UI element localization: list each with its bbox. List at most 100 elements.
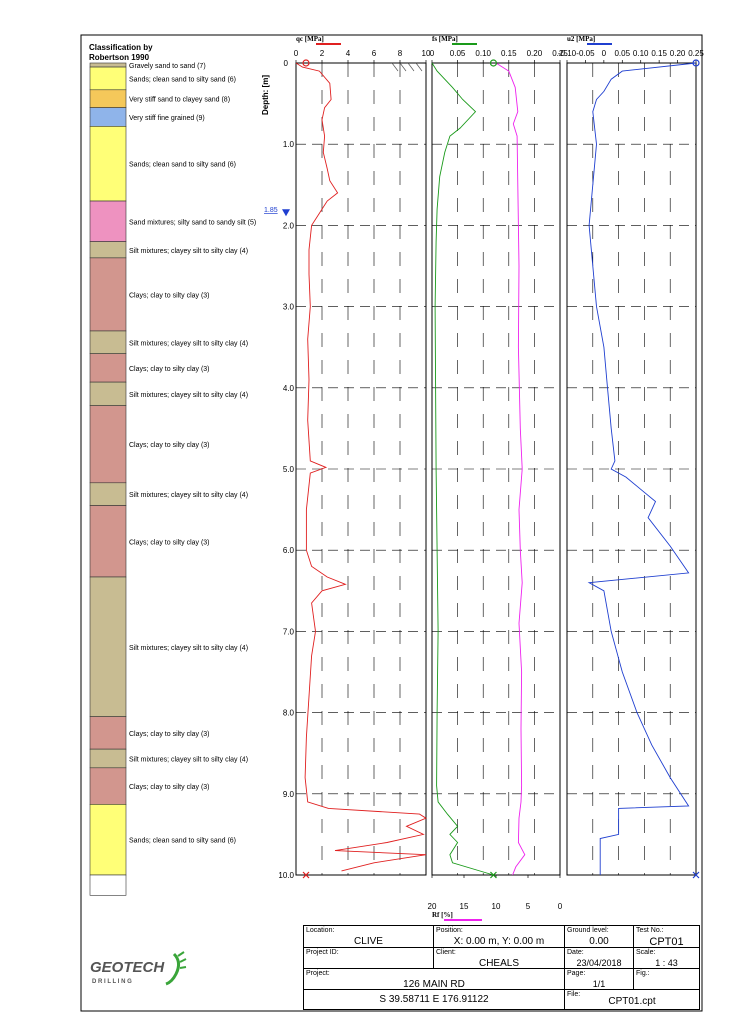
depth-axis-label: Depth: [m] bbox=[261, 75, 270, 115]
page-border bbox=[80, 34, 703, 1012]
legend-layer-label: Clays; clay to silty clay (3) bbox=[129, 366, 210, 373]
end-marker bbox=[302, 871, 310, 879]
location-label: Location: bbox=[306, 927, 335, 934]
rf-tick-label: 5 bbox=[526, 902, 531, 911]
x-tick-label: 0.10 bbox=[633, 49, 649, 58]
position-value: X: 0.00 m, Y: 0.00 m bbox=[453, 936, 545, 947]
ground-level-value: 0.00 bbox=[589, 936, 609, 947]
legend-swatch bbox=[89, 748, 127, 769]
scale-label: Scale: bbox=[636, 949, 656, 956]
start-marker bbox=[489, 59, 498, 67]
legend-layer-label: Clays; clay to silty clay (3) bbox=[129, 292, 210, 299]
logo-leaf-icon bbox=[177, 951, 187, 969]
depth-axis: Depth: [m] 0 1.0 2.0 3.0 4.0 5.0 6.0 7.0 8.0 9.0 10… bbox=[261, 59, 295, 880]
title-block: Location: CLIVE Position: X: 0.00 m, Y: … bbox=[303, 925, 700, 1010]
location-cell: Location: CLIVE bbox=[304, 926, 434, 948]
client-cell: Client: CHEALS bbox=[434, 948, 565, 969]
rf-tick-label: 10 bbox=[492, 902, 501, 911]
position-cell: Position: X: 0.00 m, Y: 0.00 m bbox=[434, 926, 565, 948]
legend-swatch bbox=[89, 200, 127, 242]
start-marker bbox=[302, 59, 310, 67]
logo-swoosh-icon bbox=[165, 952, 181, 986]
legend-swatch bbox=[89, 257, 127, 332]
legend-swatch bbox=[89, 874, 127, 896]
scale-value: 1 : 43 bbox=[655, 958, 678, 968]
x-tick-label: 0.10 bbox=[475, 49, 491, 58]
legend-layer-label: Sand mixtures; silty sand to sandy silt … bbox=[129, 219, 256, 226]
logo-word-geotech: GEOTECH bbox=[90, 959, 165, 976]
panel-title: fs [MPa] bbox=[432, 35, 458, 43]
fs-plot: fs [MPa] 0 0.05 0.10 0.15 0.20 0.25 20 15 10 5 0 Rf … bbox=[428, 35, 568, 921]
project-id-cell: Project ID: bbox=[304, 948, 434, 969]
legend-swatch bbox=[89, 405, 127, 484]
x-tick-label: 4 bbox=[346, 49, 351, 58]
file-cell: File: CPT01.cpt bbox=[565, 990, 699, 1009]
rf-tick-label: 15 bbox=[460, 902, 469, 911]
rf-axis-title: Rf [%] bbox=[432, 911, 453, 919]
hatch-marker bbox=[391, 62, 423, 72]
series-Rf bbox=[495, 62, 526, 876]
qc-plot: qc [MPa] 0 2 4 6 8 10 bbox=[294, 35, 431, 879]
x-tick-label: 2 bbox=[320, 49, 325, 58]
x-tick-label: 0.25 bbox=[688, 49, 704, 58]
file-value: CPT01.cpt bbox=[608, 996, 656, 1007]
date-label: Date: bbox=[567, 949, 584, 956]
legend-swatch bbox=[89, 482, 127, 506]
legend-swatch bbox=[89, 241, 127, 259]
x-tick-label: 6 bbox=[372, 49, 377, 58]
scale-cell: Scale: 1 : 43 bbox=[634, 948, 699, 969]
legend-layer-label: Gravely sand to sand (7) bbox=[129, 63, 206, 70]
depth-tick-label: 2.0 bbox=[283, 221, 295, 230]
ground-level-cell: Ground level: 0.00 bbox=[565, 926, 634, 948]
project-cell: Project: 126 MAIN RD bbox=[304, 969, 565, 990]
x-tick-label: 0.15 bbox=[651, 49, 667, 58]
rf-tick-label: 0 bbox=[558, 902, 563, 911]
legend-layer-label: Sands; clean sand to silty sand (6) bbox=[129, 162, 236, 169]
depth-tick-label: 0 bbox=[284, 59, 289, 68]
legend-layer-label: Clays; clay to silty clay (3) bbox=[129, 539, 210, 546]
client-value: CHEALS bbox=[478, 958, 519, 969]
legend-layer-label: Sands; clean sand to silty sand (6) bbox=[129, 76, 236, 83]
legend-swatch bbox=[89, 576, 127, 717]
legend-swatch bbox=[89, 330, 127, 354]
series-qc bbox=[295, 62, 427, 872]
end-marker bbox=[490, 871, 497, 879]
rf-tick-label: 20 bbox=[428, 902, 437, 911]
depth-tick-label: 6.0 bbox=[283, 546, 295, 555]
depth-tick-label: 1.0 bbox=[283, 140, 295, 149]
depth-tick-label: 7.0 bbox=[283, 627, 295, 636]
position-label: Position: bbox=[436, 927, 463, 934]
legend-layer-label: Very stiff sand to clayey sand (8) bbox=[129, 97, 230, 104]
project-id-label: Project ID: bbox=[306, 949, 339, 956]
page-cell: Page: 1/1 bbox=[565, 969, 634, 990]
end-marker bbox=[692, 871, 700, 879]
test-no-cell: Test No.: CPT01 bbox=[634, 926, 699, 948]
start-marker bbox=[692, 59, 700, 67]
x-tick-label: -0.10 bbox=[558, 49, 577, 58]
x-tick-label: 0.05 bbox=[614, 49, 630, 58]
coords-cell: S 39.58711 E 176.91122 bbox=[304, 990, 565, 1009]
fig-cell: Fig.: bbox=[634, 969, 699, 990]
page-value: 1/1 bbox=[592, 979, 606, 989]
legend-title-2: Robertson 1990 bbox=[89, 53, 150, 62]
test-no-label: Test No.: bbox=[636, 927, 664, 934]
x-tick-label: -0.05 bbox=[576, 49, 595, 58]
legend-layer-label: Silt mixtures; clayey silt to silty clay… bbox=[129, 248, 248, 255]
date-cell: Date: 23/04/2018 bbox=[565, 948, 634, 969]
test-no-value: CPT01 bbox=[649, 936, 684, 948]
legend-layer-label: Clays; clay to silty clay (3) bbox=[129, 442, 210, 449]
depth-tick-label: 9.0 bbox=[283, 790, 295, 799]
x-tick-label: 0.25 bbox=[552, 49, 568, 58]
location-value: CLIVE bbox=[354, 936, 383, 947]
legend-swatch bbox=[89, 381, 127, 406]
legend-swatch bbox=[89, 505, 127, 578]
series-u2 bbox=[587, 62, 697, 875]
legend-swatch bbox=[89, 353, 127, 383]
legend-swatch bbox=[89, 66, 127, 91]
legend-layer-label: Very stiff fine grained (9) bbox=[129, 115, 205, 122]
depth-tick-label: 8.0 bbox=[283, 709, 295, 718]
depth-tick-label: 5.0 bbox=[283, 465, 295, 474]
x-tick-label: 10 bbox=[422, 49, 431, 58]
panel-title: u2 [MPa] bbox=[567, 35, 595, 43]
legend-swatch bbox=[89, 716, 127, 750]
